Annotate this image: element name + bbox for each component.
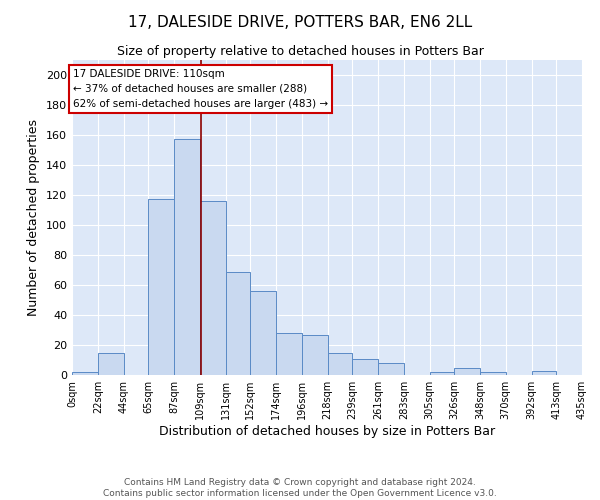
Bar: [532, 370, 556, 375]
Bar: [328, 352, 352, 375]
Bar: [302, 334, 328, 375]
Bar: [148, 200, 174, 375]
Text: Contains HM Land Registry data © Crown copyright and database right 2024.
Contai: Contains HM Land Registry data © Crown c…: [103, 478, 497, 498]
Bar: [200, 201, 226, 375]
Bar: [454, 368, 480, 375]
Bar: [276, 333, 302, 375]
Text: 17 DALESIDE DRIVE: 110sqm
← 37% of detached houses are smaller (288)
62% of semi: 17 DALESIDE DRIVE: 110sqm ← 37% of detac…: [73, 69, 328, 108]
Bar: [378, 363, 404, 375]
Y-axis label: Number of detached properties: Number of detached properties: [28, 119, 40, 316]
Bar: [174, 140, 200, 375]
Text: 17, DALESIDE DRIVE, POTTERS BAR, EN6 2LL: 17, DALESIDE DRIVE, POTTERS BAR, EN6 2LL: [128, 15, 472, 30]
Bar: [250, 291, 276, 375]
Text: Size of property relative to detached houses in Potters Bar: Size of property relative to detached ho…: [116, 45, 484, 58]
Bar: [72, 372, 98, 375]
Bar: [430, 372, 454, 375]
Bar: [226, 272, 250, 375]
Bar: [480, 372, 506, 375]
Bar: [98, 352, 124, 375]
Bar: [352, 358, 378, 375]
X-axis label: Distribution of detached houses by size in Potters Bar: Distribution of detached houses by size …: [159, 425, 495, 438]
